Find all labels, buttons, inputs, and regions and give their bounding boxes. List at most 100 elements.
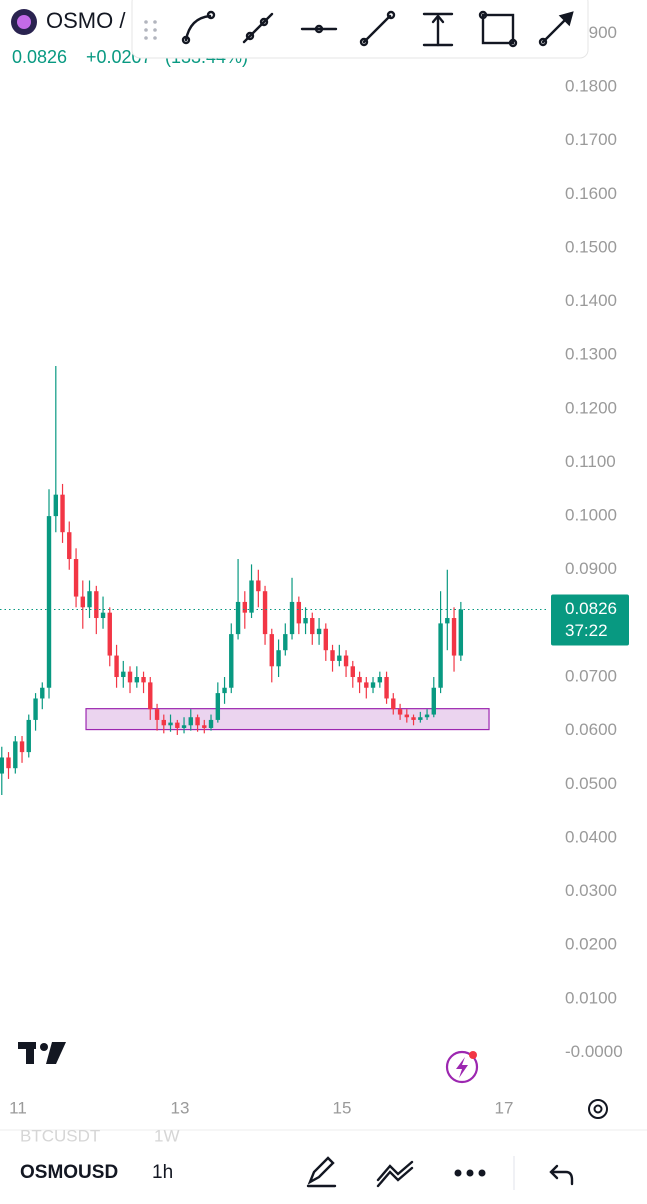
previous-interval: 1W [154,1126,180,1145]
y-tick-label: 0.1100 [565,452,616,471]
trend-line-tool[interactable] [359,10,396,47]
candle-body [370,682,376,688]
candle-body [175,722,180,728]
candle-body [229,634,234,688]
candle-body [384,677,389,699]
candle-body [296,601,302,624]
y-tick-label: -0.0000 [565,1042,623,1061]
x-tick-label: 13 [171,1098,190,1117]
candle-body [121,671,126,678]
candle-body [451,618,457,656]
y-tick-label: 0.0100 [565,988,617,1007]
y-tick-label: 0.0500 [565,774,617,793]
footer-interval[interactable]: 1h [152,1162,173,1183]
tradingview-logo [18,1042,66,1064]
candle-body [19,741,25,753]
candle-body [269,634,274,667]
candle-body [168,722,173,726]
candle-body [202,725,207,728]
support-zone [85,708,490,731]
candle-body [148,682,153,710]
countdown: 37:22 [565,621,608,640]
last-price-label: 0.0826 [565,599,617,618]
candle-body [310,618,315,635]
more-button[interactable] [454,1169,486,1177]
candle-body [154,709,160,720]
candle-body [303,618,308,624]
candle-body [418,717,423,720]
x-tick-label: 17 [495,1098,514,1117]
candle-body [289,601,295,635]
candle-body [188,717,193,726]
y-tick-label: 0.0700 [565,667,617,686]
draw-button[interactable] [306,1156,337,1188]
candle-body [87,591,92,608]
symbol: OSMO / [46,8,126,33]
plot: -0.0000 0.0100 0.0200 0.0300 0.0400 0.0500 0.0… [0,23,629,1117]
footer-symbol[interactable]: OSMOUSD [20,1162,118,1183]
candle-body [364,682,369,688]
rectangle-tool[interactable] [478,10,518,48]
candle-body [424,714,430,718]
ray-tool[interactable] [242,12,274,44]
y-tick-label: 0.1300 [565,345,617,364]
price: 0.0826 [12,47,67,67]
x-tick-label: 15 [333,1098,352,1117]
y-tick-label: 0.1700 [565,130,617,149]
notification-dot [469,1051,477,1059]
x-tick-label: 11 [9,1098,27,1117]
candle-body [215,693,221,720]
candle-body [6,757,11,769]
candle-body [222,687,227,694]
candle-body [276,650,281,667]
last-price-box [551,594,629,646]
previous-symbol: BTCUSDT [20,1126,100,1145]
toolbar-bg [131,0,589,59]
y-tick-label: 0.1800 [565,77,617,96]
candle-body [40,687,45,699]
candle-body [235,601,241,635]
candle-body [141,677,146,683]
undo-button[interactable] [549,1164,574,1186]
candle-body [60,494,65,533]
candle-body [249,580,254,613]
y-tick-label: 0.0600 [565,720,617,739]
candle-body [458,609,464,656]
candle-body [438,623,443,688]
candle-body [94,591,99,619]
curve-tool[interactable] [181,10,216,45]
candle-body [242,601,247,613]
candle-body [337,655,342,661]
y-tick-label: 0.0300 [565,881,617,900]
candle-body [100,612,106,619]
candle-body [323,628,329,651]
flash-icon [456,1057,468,1078]
candle-body [256,580,261,592]
y-tick-label: 0.1000 [565,506,617,525]
y-tick-label: 0.0400 [565,827,617,846]
candle-body [161,719,166,726]
candle-body [350,666,355,678]
candle-body [0,757,4,774]
arrow-tool[interactable] [538,11,574,47]
y-tick-label: 0.1600 [565,184,617,203]
candle-body [53,494,59,517]
candle-body [316,628,322,635]
y-tick-label: 0.1400 [565,291,617,310]
candle-body [127,671,133,683]
candle-body [431,687,436,715]
candle-body [46,516,52,688]
drag-handle [144,20,157,40]
settings-button[interactable] [588,1099,608,1119]
indicators-button[interactable] [376,1160,414,1188]
price-range-tool[interactable] [422,12,454,47]
candle-body [445,618,450,624]
candle-body [397,709,403,715]
coin-logo-inner [17,15,31,29]
candle-body [67,532,72,560]
candle-body [377,677,383,683]
candle-body [283,634,288,651]
horizontal-line-tool[interactable] [300,24,338,34]
candle-body [33,698,38,720]
